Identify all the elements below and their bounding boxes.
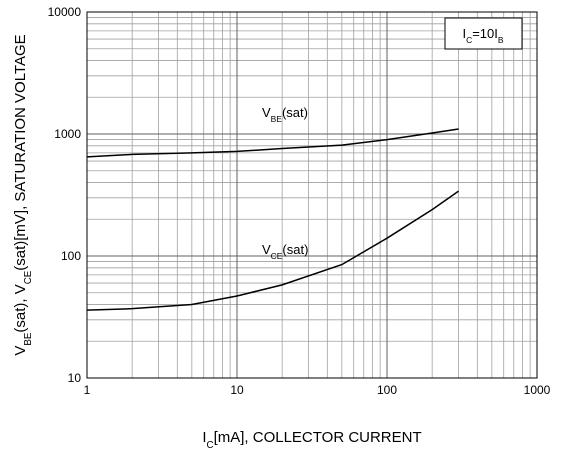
x-tick-label: 1: [84, 383, 91, 397]
x-tick-label: 10: [230, 383, 244, 397]
x-axis-label: IC[mA], COLLECTOR CURRENT: [202, 429, 421, 451]
annotation: IC=10IB: [462, 26, 503, 45]
text-part: =10I: [472, 26, 498, 41]
series-line: [86, 190, 459, 311]
text-part: I: [462, 26, 466, 41]
y-tick-label: 10: [68, 371, 82, 385]
text-part: V: [262, 105, 271, 120]
text-part: V: [12, 346, 29, 356]
subscript: C: [207, 440, 214, 451]
subscript: B: [498, 35, 504, 45]
annotation-box: [444, 17, 523, 50]
series-line: [86, 128, 459, 158]
x-tick-label: 100: [377, 383, 397, 397]
series-label: VCE(sat): [262, 242, 308, 261]
subscript: CE: [271, 251, 283, 261]
y-tick-label: 1000: [54, 127, 81, 141]
y-tick-label: 10000: [48, 5, 82, 19]
subscript: BE: [23, 332, 34, 346]
subscript: BE: [271, 114, 283, 124]
text-part: (sat)[mV], SATURATION VOLTAGE: [12, 34, 29, 270]
x-tick-label: 1000: [524, 383, 551, 397]
series-label: VBE(sat): [262, 105, 308, 124]
text-part: (sat): [282, 105, 308, 120]
text-part: (sat), V: [12, 284, 29, 332]
y-tick-label: 100: [61, 249, 81, 263]
text-part: [mA], COLLECTOR CURRENT: [214, 429, 422, 446]
text-part: (sat): [282, 242, 308, 257]
subscript: CE: [23, 270, 34, 284]
y-axis-label: VBE(sat), VCE(sat)[mV], SATURATION VOLTA…: [12, 34, 34, 355]
subscript: C: [466, 35, 472, 45]
text-part: I: [202, 429, 206, 446]
plot-frame: [86, 11, 538, 379]
text-part: V: [262, 242, 271, 257]
